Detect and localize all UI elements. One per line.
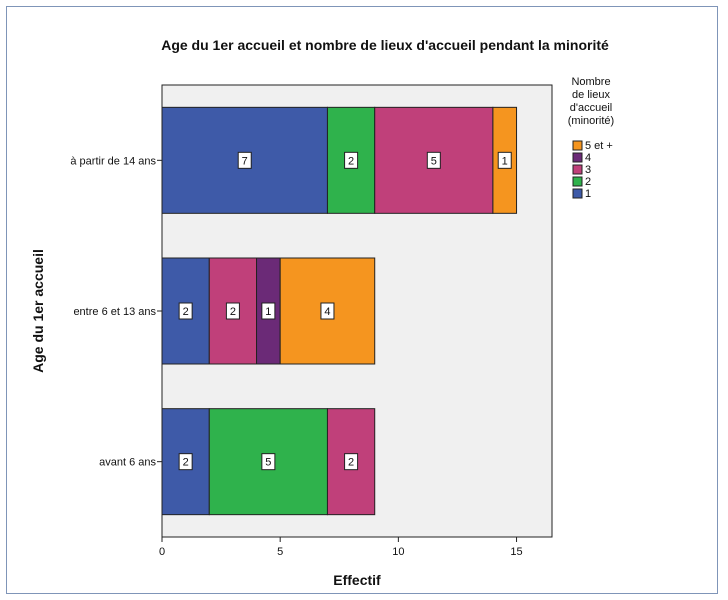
y-tick-label: entre 6 et 13 ans — [73, 306, 156, 318]
value-label: 2 — [348, 457, 354, 469]
legend-swatch — [572, 164, 583, 175]
legend-label: 3 — [585, 164, 591, 176]
value-label-box — [261, 453, 276, 471]
legend-swatch — [572, 188, 583, 199]
legend-label: 1 — [585, 188, 591, 200]
value-label: 7 — [242, 155, 248, 167]
legend-title-line: Nombre — [571, 76, 610, 88]
value-label: 1 — [502, 155, 508, 167]
value-label: 2 — [183, 306, 189, 318]
legend-swatch — [572, 140, 583, 151]
value-label-box — [426, 151, 441, 169]
value-label-box — [344, 151, 359, 169]
value-label: 4 — [324, 306, 330, 318]
legend-swatch — [572, 176, 583, 187]
chart-title: Age du 1er accueil et nombre de lieux d'… — [161, 37, 609, 53]
x-axis-label: Effectif — [333, 572, 381, 588]
value-label: 2 — [230, 306, 236, 318]
y-axis: à partir de 14 ans entre 6 et 13 ans avant… — [70, 155, 162, 469]
y-axis-label: Age du 1er accueil — [30, 249, 46, 373]
x-tick-label: 15 — [510, 546, 522, 558]
value-label: 1 — [265, 306, 271, 318]
value-label-box — [497, 151, 512, 169]
value-label-box — [178, 453, 193, 471]
value-labels-layer: 7 2 5 1 2 2 1 4 2 5 2 — [178, 151, 512, 471]
value-label: 2 — [348, 155, 354, 167]
chart-frame: Age du 1er accueil et nombre de lieux d'… — [6, 6, 718, 594]
value-label: 5 — [265, 457, 271, 469]
value-label-box — [178, 302, 193, 320]
x-tick-label: 5 — [277, 546, 283, 558]
value-label-box — [225, 302, 240, 320]
y-tick-label: avant 6 ans — [99, 457, 156, 469]
legend-label: 4 — [585, 152, 591, 164]
legend-label: 5 et + — [585, 140, 613, 152]
legend-label: 2 — [585, 176, 591, 188]
stacked-bar-chart: Age du 1er accueil et nombre de lieux d'… — [30, 37, 614, 588]
legend-swatch — [572, 152, 583, 163]
value-label: 2 — [183, 457, 189, 469]
x-axis: 0 5 10 15 — [159, 537, 523, 558]
legend-title-line: (minorité) — [568, 115, 614, 127]
value-label-box — [261, 302, 276, 320]
value-label-box — [320, 302, 335, 320]
x-tick-label: 0 — [159, 546, 165, 558]
value-label: 5 — [431, 155, 437, 167]
legend-title-line: d'accueil — [570, 102, 612, 114]
value-label-box — [344, 453, 359, 471]
y-tick-label: à partir de 14 ans — [70, 155, 156, 167]
value-label-box — [237, 151, 252, 169]
x-tick-label: 10 — [392, 546, 404, 558]
legend-title-line: de lieux — [572, 89, 610, 101]
